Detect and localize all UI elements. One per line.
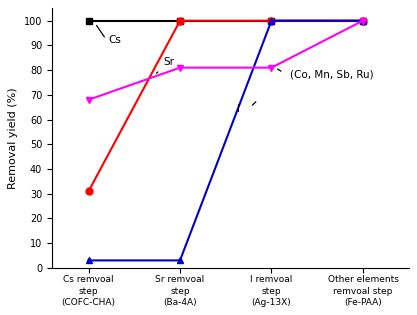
Text: Sr: Sr [163, 57, 175, 67]
Text: Cs: Cs [109, 35, 122, 45]
Y-axis label: Removal yield (%): Removal yield (%) [8, 87, 18, 189]
Text: I: I [237, 104, 240, 114]
Text: (Co, Mn, Sb, Ru): (Co, Mn, Sb, Ru) [290, 70, 373, 79]
